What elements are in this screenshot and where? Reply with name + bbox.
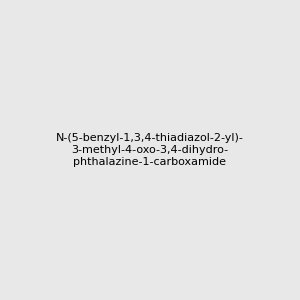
Text: N-(5-benzyl-1,3,4-thiadiazol-2-yl)-
3-methyl-4-oxo-3,4-dihydro-
phthalazine-1-ca: N-(5-benzyl-1,3,4-thiadiazol-2-yl)- 3-me… bbox=[56, 134, 244, 166]
